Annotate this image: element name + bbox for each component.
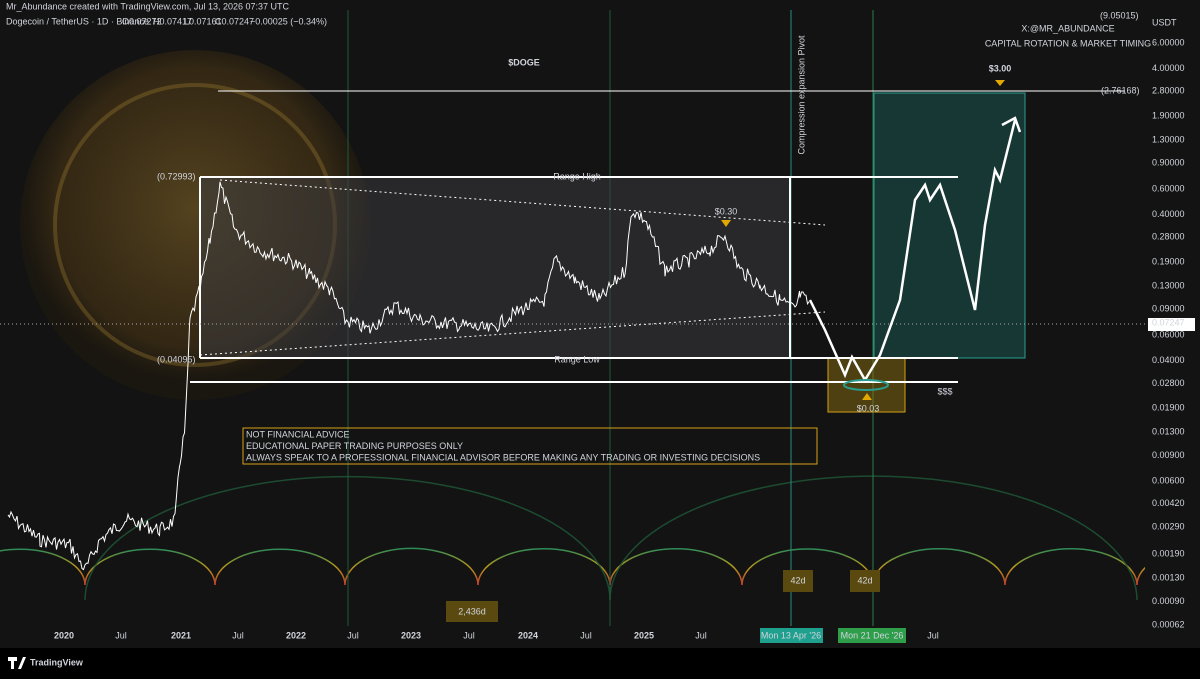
money: $$$ [937,386,952,396]
bottom-target-ring [843,379,889,391]
time-marker [838,628,906,643]
last-price: 0.07247 [1152,317,1185,327]
price-tick-label: 0.90000 [1152,158,1185,168]
time-label: 2023 [401,630,421,640]
mid-target: $0.30 [715,206,738,216]
disclaimer-line: ALWAYS SPEAK TO A PROFESSIONAL FINANCIAL… [246,452,760,462]
price-line [7,181,810,571]
price-tick-label: 1.90000 [1152,110,1185,120]
cycle-arc [0,548,86,586]
price-tick-label: 0.09000 [1152,304,1185,314]
cycle-arc [84,548,216,586]
price-tick-label: 0.60000 [1152,183,1185,193]
time-label: 2021 [171,630,191,640]
range-high: Range High [553,171,601,181]
level-lines [0,90,1145,383]
cycle-arc [477,547,611,586]
time-label: 2024 [518,630,538,640]
disclaimer-line: NOT FINANCIAL ADVICE [246,429,350,439]
disclaimer-line: EDUCATIONAL PAPER TRADING PURPOSES ONLY [246,441,463,451]
footer [0,648,1200,679]
cycle-arc [609,547,743,586]
time-marker-label: Mon 21 Dec '26 [841,630,904,640]
cycle-arc [872,547,1006,586]
credit: Mr_Abundance created with TradingView.co… [6,1,289,11]
price-tick-label: 4.00000 [1152,63,1185,73]
currency: USDT [1152,17,1177,27]
time-marker [760,628,823,643]
target-box [873,92,1026,359]
price-tick-label: 6.00000 [1152,37,1185,47]
time-label: Jul [580,630,592,640]
price-tick-label: 0.01300 [1152,426,1185,436]
author: X:@MR_ABUNDANCE [1021,23,1114,33]
disclaimer-box [242,427,818,465]
price-tick-label: 0.02800 [1152,378,1185,388]
duration-box [783,570,813,592]
time-label: Jul [115,630,127,640]
ohlc-value: C0.07247 [215,16,254,26]
price-tick-label: 0.00190 [1152,548,1185,558]
projection-arrow [1001,116,1022,133]
chart-title: $DOGE [508,57,540,67]
brand-logo [8,657,26,669]
range-low-price: (0.04095) [157,354,196,364]
price-tick-label: 1.30000 [1152,134,1185,144]
range-high-price: (0.72993) [157,171,196,181]
price-tick-label: 2.80000 [1152,86,1185,96]
time-label: 2020 [54,630,74,640]
price-tick-label: 0.19000 [1152,256,1185,266]
symbol: Dogecoin / TetherUS · 1D · Binance [6,16,149,26]
price-tick-label: 0.00062 [1152,619,1185,629]
range-box [200,177,790,358]
ohlc-value: L0.07161 [184,16,222,26]
price-tick-label: 0.00130 [1152,572,1185,582]
time-label: 2022 [286,630,306,640]
projection-path [808,119,1017,383]
target: $3.00 [989,63,1012,73]
time-label: Jul [232,630,244,640]
range-low: Range Low [554,354,600,364]
time-label: Jul [347,630,359,640]
duration-box [850,570,880,592]
brand: TradingView [30,657,84,667]
bottom-target: $0.03 [857,403,880,413]
cycle-arc [214,548,346,586]
price-tick-label: 0.00090 [1152,596,1185,606]
price-tick-label: 0.00290 [1152,522,1185,532]
duration: 42d [857,575,872,585]
tagline: CAPITAL ROTATION & MARKET TIMING [985,38,1151,48]
time-label: Jul [695,630,707,640]
price-tick-label: 0.00420 [1152,498,1185,508]
ohlc-value: H0.07417 [153,16,192,26]
price-tick-label: 0.06000 [1152,329,1185,339]
ohlc-value: −0.00025 (−0.34%) [250,16,327,26]
time-label: Jul [463,630,475,640]
price-tick-label: 0.13000 [1152,280,1185,290]
price-tick-label: 0.40000 [1152,209,1185,219]
price-tick-label: 0.04000 [1152,355,1185,365]
duration-box [446,601,498,622]
time-label: Jul [927,630,939,640]
cycle-arc [1004,547,1138,586]
price-tick-label: 0.28000 [1152,232,1185,242]
pivot-label: Compression expansion Pivot [796,35,806,155]
top-level: (2.76168) [1101,85,1140,95]
last-price-box [1148,318,1195,331]
ohlc-value: O0.07272 [122,16,162,26]
duration: 2,436d [458,606,486,616]
price-tick-label: 0.01900 [1152,402,1185,412]
price-tick-label: 0.00600 [1152,475,1185,485]
cycle-arc [741,548,874,586]
time-label: 2025 [634,630,654,640]
cycle-arc [344,547,479,586]
duration: 42d [790,575,805,585]
price-tick-label: 0.00900 [1152,450,1185,460]
cycle-arc [1136,548,1200,586]
axis-top-label: (9.05015) [1100,10,1139,20]
time-marker-label: Mon 13 Apr '26 [761,630,821,640]
